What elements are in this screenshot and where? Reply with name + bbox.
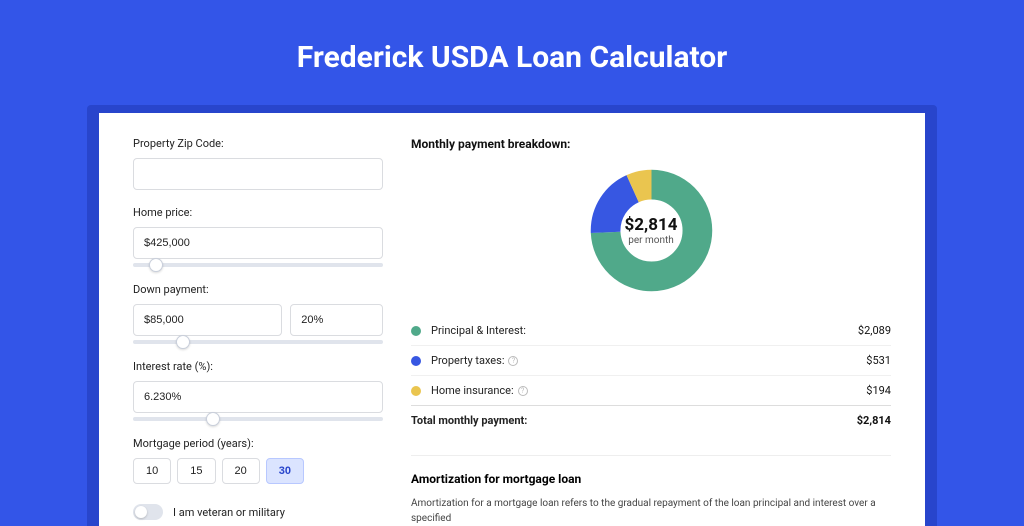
interest-rate-slider[interactable] xyxy=(133,417,383,421)
interest-rate-input[interactable] xyxy=(133,381,383,413)
legend-value: $2,089 xyxy=(858,324,891,337)
legend-label: Home insurance:? xyxy=(431,384,866,397)
amortization-section: Amortization for mortgage loan Amortizat… xyxy=(411,455,891,526)
veteran-toggle-knob xyxy=(135,506,147,518)
period-btn-30[interactable]: 30 xyxy=(266,458,304,484)
legend-dot xyxy=(411,386,421,396)
down-payment-label: Down payment: xyxy=(133,283,383,296)
period-btn-20[interactable]: 20 xyxy=(222,458,260,484)
interest-rate-slider-thumb[interactable] xyxy=(206,412,220,426)
zip-field-group: Property Zip Code: xyxy=(133,137,383,190)
total-value: $2,814 xyxy=(857,414,891,427)
period-btn-15[interactable]: 15 xyxy=(177,458,215,484)
page-title: Frederick USDA Loan Calculator xyxy=(0,40,1024,75)
interest-rate-field-group: Interest rate (%): xyxy=(133,360,383,421)
legend-value: $531 xyxy=(866,354,891,367)
calculator-card: Property Zip Code: Home price: Down paym… xyxy=(99,113,925,526)
legend-row: Home insurance:?$194 xyxy=(411,375,891,405)
amortization-title: Amortization for mortgage loan xyxy=(411,472,891,486)
home-price-slider[interactable] xyxy=(133,263,383,267)
veteran-toggle-row: I am veteran or military xyxy=(133,504,383,520)
card-shadow: Property Zip Code: Home price: Down paym… xyxy=(87,105,937,526)
legend-row: Property taxes:?$531 xyxy=(411,345,891,375)
zip-label: Property Zip Code: xyxy=(133,137,383,150)
down-payment-amount-input[interactable] xyxy=(133,304,282,336)
donut-center-sub: per month xyxy=(628,235,674,246)
legend-dot xyxy=(411,356,421,366)
home-price-field-group: Home price: xyxy=(133,206,383,267)
legend-label: Principal & Interest: xyxy=(431,324,858,337)
donut-center: $2,814 per month xyxy=(584,163,719,298)
breakdown-title: Monthly payment breakdown: xyxy=(411,137,891,151)
legend-list: Principal & Interest:$2,089Property taxe… xyxy=(411,316,891,405)
home-price-input[interactable] xyxy=(133,227,383,259)
home-price-slider-thumb[interactable] xyxy=(149,258,163,272)
down-payment-field-group: Down payment: xyxy=(133,283,383,344)
form-column: Property Zip Code: Home price: Down paym… xyxy=(133,137,383,526)
veteran-label: I am veteran or military xyxy=(173,506,285,519)
legend-dot xyxy=(411,326,421,336)
veteran-toggle[interactable] xyxy=(133,504,163,520)
mortgage-period-field-group: Mortgage period (years): 1015 2030 xyxy=(133,437,383,484)
donut-chart: $2,814 per month xyxy=(584,163,719,298)
down-payment-slider[interactable] xyxy=(133,340,383,344)
down-payment-slider-thumb[interactable] xyxy=(176,335,190,349)
total-label: Total monthly payment: xyxy=(411,414,857,427)
breakdown-column: Monthly payment breakdown: $2,814 per mo… xyxy=(411,137,891,526)
amortization-body: Amortization for a mortgage loan refers … xyxy=(411,496,891,526)
mortgage-period-options: 1015 2030 xyxy=(133,458,383,484)
info-icon[interactable]: ? xyxy=(508,356,518,366)
donut-chart-container: $2,814 per month xyxy=(411,163,891,298)
donut-center-value: $2,814 xyxy=(625,215,678,235)
legend-row-total: Total monthly payment: $2,814 xyxy=(411,405,891,435)
legend-label: Property taxes:? xyxy=(431,354,866,367)
legend-row: Principal & Interest:$2,089 xyxy=(411,316,891,345)
interest-rate-label: Interest rate (%): xyxy=(133,360,383,373)
zip-input[interactable] xyxy=(133,158,383,190)
down-payment-percent-input[interactable] xyxy=(290,304,383,336)
info-icon[interactable]: ? xyxy=(518,386,528,396)
period-btn-10[interactable]: 10 xyxy=(133,458,171,484)
mortgage-period-label: Mortgage period (years): xyxy=(133,437,383,450)
legend-value: $194 xyxy=(866,384,891,397)
home-price-label: Home price: xyxy=(133,206,383,219)
